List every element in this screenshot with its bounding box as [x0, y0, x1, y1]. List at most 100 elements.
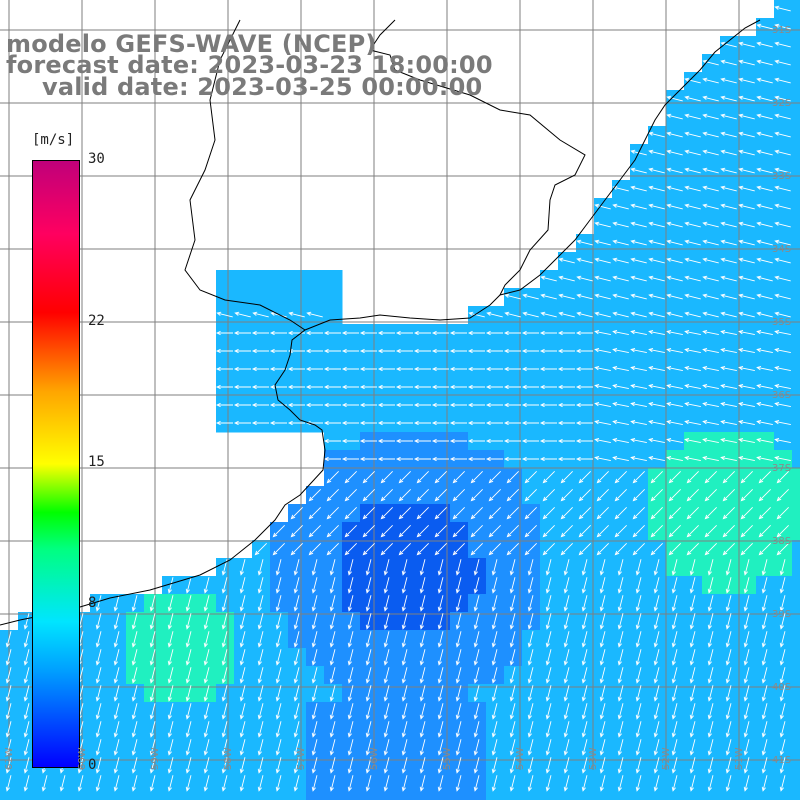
wind-arrow — [653, 559, 660, 576]
wind-arrow — [666, 95, 683, 102]
wind-arrow — [725, 757, 732, 774]
wind-arrow — [617, 775, 624, 792]
wind-arrow — [215, 384, 233, 390]
wind-arrow — [563, 703, 570, 720]
wind-arrow — [738, 185, 755, 192]
wind-arrow — [215, 366, 233, 372]
wind-arrow — [581, 613, 588, 630]
wind-arrow — [203, 613, 210, 630]
wind-speed-cell — [792, 306, 800, 325]
wind-arrow — [485, 456, 503, 462]
wind-arrow — [431, 420, 449, 426]
wind-arrow — [668, 543, 681, 556]
wind-arrow — [635, 559, 642, 576]
wind-arrow — [431, 438, 449, 444]
wind-arrow — [614, 507, 627, 520]
wind-arrow — [720, 185, 737, 192]
wind-arrow — [756, 455, 773, 462]
wind-arrow — [293, 613, 300, 630]
wind-arrow — [761, 775, 768, 792]
wind-arrow — [467, 438, 485, 444]
wind-arrow — [503, 384, 521, 390]
wind-arrow — [251, 330, 269, 336]
wind-arrow — [275, 721, 282, 738]
border-line-west — [184, 19, 306, 331]
wind-arrow — [738, 383, 755, 390]
wind-arrow — [761, 721, 768, 738]
wind-arrow — [575, 366, 593, 372]
wind-arrow — [383, 613, 390, 630]
wind-arrow — [617, 649, 624, 666]
wind-arrow — [95, 721, 102, 738]
wind-arrow — [311, 667, 318, 684]
wind-arrow — [689, 559, 696, 576]
wind-arrow — [684, 239, 701, 246]
wind-arrow — [743, 721, 750, 738]
wind-arrow — [635, 685, 642, 702]
wind-speed-cell — [792, 666, 800, 685]
wind-arrow — [269, 330, 287, 336]
wind-arrow — [774, 383, 791, 390]
wind-arrow — [632, 489, 645, 502]
wind-arrow — [557, 366, 575, 372]
wind-arrow — [347, 559, 354, 576]
wind-arrow — [77, 775, 84, 792]
wind-arrow — [455, 703, 462, 720]
wind-arrow — [671, 775, 678, 792]
wind-arrow — [455, 685, 462, 702]
wind-arrow — [599, 559, 606, 576]
wind-arrow — [215, 420, 233, 426]
wind-arrow — [341, 384, 359, 390]
wind-arrow — [185, 577, 192, 594]
wind-arrow — [431, 402, 449, 408]
wind-arrow — [347, 721, 354, 738]
wind-arrow — [666, 185, 683, 192]
wind-arrow — [756, 77, 773, 84]
wind-arrow — [738, 167, 755, 174]
wind-speed-cell — [72, 792, 91, 800]
wind-arrow — [774, 41, 791, 48]
wind-arrow — [668, 489, 681, 502]
latitude-label: 32S — [772, 98, 792, 109]
wind-arrow — [684, 95, 701, 102]
longitude-label: 52W — [661, 747, 672, 770]
wind-arrow — [707, 757, 714, 774]
wind-arrow — [23, 631, 30, 648]
wind-arrow — [648, 455, 665, 462]
wind-arrow — [666, 203, 683, 210]
wind-arrow — [203, 703, 210, 720]
wind-arrow — [257, 631, 264, 648]
wind-arrow — [5, 739, 12, 756]
wind-arrow — [707, 631, 714, 648]
wind-arrow — [455, 613, 462, 630]
wind-arrow — [293, 577, 300, 594]
wind-arrow — [594, 257, 611, 264]
wind-arrow — [761, 595, 768, 612]
wind-arrow — [323, 348, 341, 354]
wind-arrow — [558, 257, 575, 264]
wind-arrow — [614, 543, 627, 556]
wind-speed-cell — [792, 396, 800, 415]
wind-arrow — [596, 471, 609, 484]
wind-arrow — [452, 471, 465, 484]
wind-arrow — [185, 685, 192, 702]
wind-arrow — [761, 703, 768, 720]
wind-arrow — [581, 577, 588, 594]
wind-arrow — [233, 402, 251, 408]
wind-arrow — [756, 365, 773, 372]
wind-arrow — [635, 631, 642, 648]
wind-arrow — [216, 311, 233, 318]
wind-arrow — [648, 185, 665, 192]
wind-arrow — [473, 739, 480, 756]
wind-arrow — [581, 739, 588, 756]
wind-arrow — [650, 471, 663, 484]
longitude-label: 55W — [442, 747, 453, 770]
wind-speed-cell — [792, 648, 800, 667]
wind-arrow — [557, 438, 575, 444]
wind-arrow — [527, 613, 534, 630]
wind-arrow — [149, 667, 156, 684]
wind-arrow — [756, 167, 773, 174]
latitude-label: 40S — [772, 682, 792, 693]
wind-arrow — [522, 293, 539, 300]
wind-arrow — [365, 667, 372, 684]
